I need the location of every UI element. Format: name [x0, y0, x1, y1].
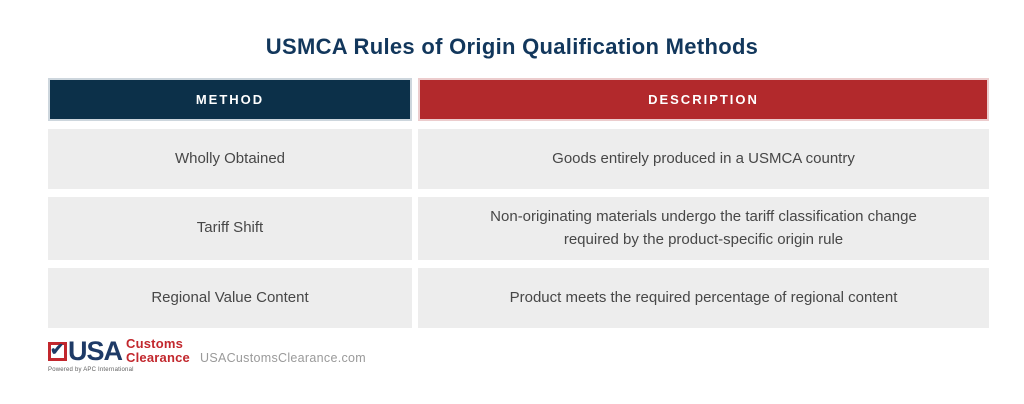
column-header-description: DESCRIPTION: [418, 78, 989, 121]
table-row-2-method-cell: Tariff Shift: [48, 197, 412, 260]
usa-customs-clearance-logo: ✔ USA Customs Clearance Powered by APC I…: [48, 335, 190, 373]
description-value: Product meets the required percentage of…: [509, 288, 898, 306]
rules-of-origin-table: METHOD DESCRIPTION Wholly Obtained Goods…: [48, 78, 989, 328]
logo-clearance-line: Clearance: [126, 350, 190, 366]
website-text: USACustomsClearance.com: [200, 351, 366, 365]
method-value: Tariff Shift: [196, 219, 264, 237]
table-row-3-method-cell: Regional Value Content: [48, 268, 412, 328]
table-row-2-description-cell: Non-originating materials undergo the ta…: [418, 197, 989, 260]
logo-customs-clearance-text: Customs Clearance: [126, 336, 190, 366]
table-row-1-description-cell: Goods entirely produced in a USMCA count…: [418, 129, 989, 189]
column-header-description-label: DESCRIPTION: [648, 92, 759, 107]
method-value: Wholly Obtained: [174, 149, 286, 167]
column-header-method: METHOD: [48, 78, 412, 121]
checkmark-glyph: ✔: [50, 339, 65, 359]
table-row-3-description-cell: Product meets the required percentage of…: [418, 268, 989, 328]
logo-main-row: ✔ USA Customs Clearance: [48, 335, 190, 366]
checkmark-icon: ✔: [48, 339, 67, 361]
table-row-1-method-cell: Wholly Obtained: [48, 129, 412, 189]
method-value: Regional Value Content: [151, 288, 309, 306]
logo-powered-by-text: Powered by APC International: [48, 366, 134, 373]
description-value: Non-originating materials undergo the ta…: [490, 208, 917, 248]
logo-usa-text: USA: [68, 335, 123, 366]
page-title: USMCA Rules of Origin Qualification Meth…: [265, 34, 759, 59]
logo-customs-line: Customs: [126, 336, 184, 351]
description-value: Goods entirely produced in a USMCA count…: [552, 149, 855, 167]
column-header-method-label: METHOD: [195, 92, 265, 107]
